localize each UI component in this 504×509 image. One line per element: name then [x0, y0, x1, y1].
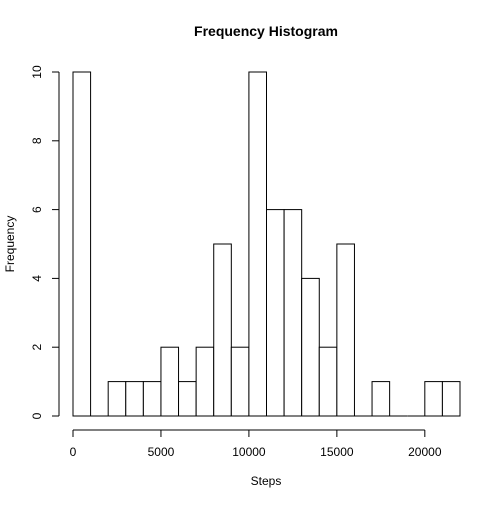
histogram-bar [301, 277, 320, 417]
histogram-bar [178, 381, 197, 417]
y-tick-label: 8 [30, 137, 44, 144]
histogram-bar [266, 209, 285, 417]
histogram-bar [230, 346, 250, 417]
bars-group [72, 71, 461, 417]
histogram-bar [213, 243, 232, 417]
histogram-bar [248, 71, 267, 417]
x-tick-label: 0 [70, 445, 77, 459]
histogram-bar [72, 71, 92, 417]
histogram-bar [283, 209, 303, 417]
x-tick-label: 10000 [232, 445, 266, 459]
histogram-bar [441, 381, 461, 417]
y-tick-label: 0 [30, 412, 44, 419]
y-tick-label: 2 [30, 344, 44, 351]
histogram-bar [318, 346, 338, 417]
histogram-bar [107, 381, 127, 417]
y-axis: 0 2 4 6 8 10 [30, 65, 60, 419]
histogram-bar [160, 346, 180, 417]
chart-title: Frequency Histogram [194, 23, 338, 39]
x-axis: 0 5000 10000 15000 20000 [70, 429, 442, 459]
x-tick-label: 5000 [148, 445, 175, 459]
x-tick-label: 20000 [408, 445, 442, 459]
histogram-bar [336, 243, 355, 417]
y-tick-label: 4 [30, 275, 44, 282]
histogram-bar [125, 381, 144, 417]
histogram-bar [371, 381, 391, 417]
histogram-bar [195, 346, 215, 417]
histogram-bar [142, 381, 162, 417]
y-tick-label: 10 [30, 65, 44, 79]
histogram-bar [424, 381, 443, 417]
y-axis-label: Frequency [3, 216, 17, 273]
x-axis-label: Steps [251, 474, 282, 488]
y-tick-label: 6 [30, 206, 44, 213]
x-tick-label: 15000 [320, 445, 354, 459]
